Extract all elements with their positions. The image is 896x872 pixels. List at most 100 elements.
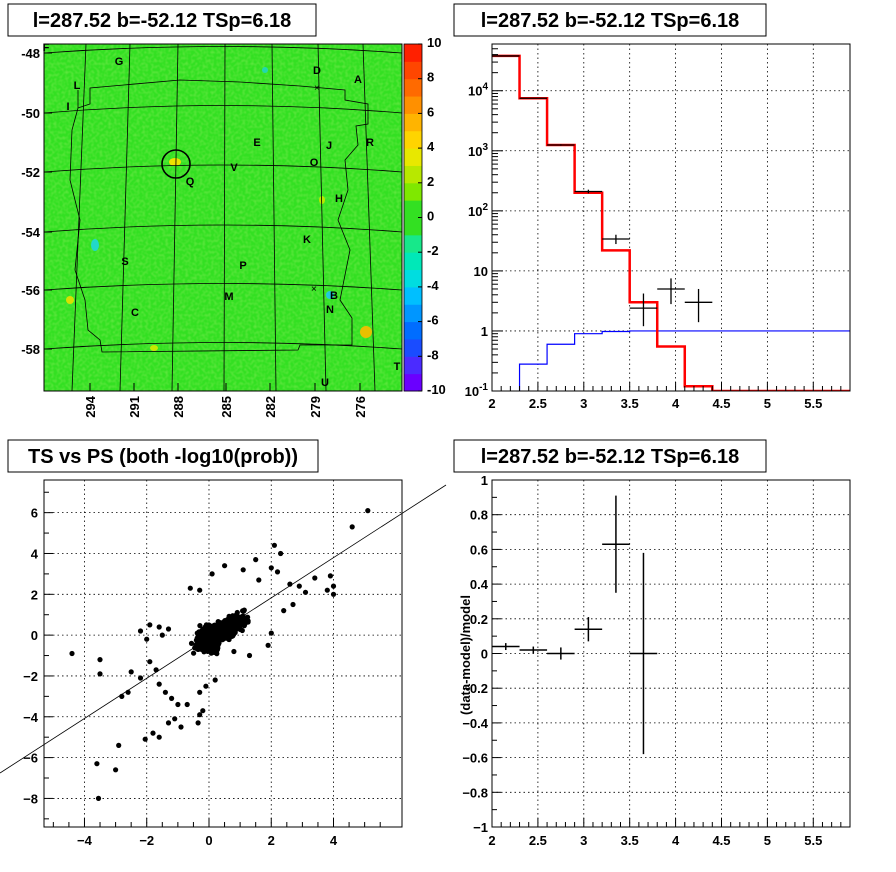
colorbar-tick-label: 8: [427, 70, 434, 85]
scatter-point: [203, 622, 209, 628]
tr-title-box: l=287.52 b=-52.12 TSp=6.18: [453, 3, 767, 37]
source-label-v: V: [230, 162, 238, 174]
spectrum-data-points: [492, 55, 713, 327]
scatter-point: [197, 712, 203, 718]
scatter-point: [268, 565, 274, 571]
residual-panel: 2 2.5 3 3.5 4 4.5 5 5.5 −1 −0.8 −0.6 −0.4 −0.2 0 0.2 0.…: [458, 473, 851, 848]
skymap-x-tick-label: 279: [308, 396, 323, 418]
spectrum-y-tick-label: 1: [481, 324, 488, 339]
model-blue-line: [518, 330, 850, 391]
residual-grid: [492, 480, 850, 827]
scatter-point: [324, 587, 330, 593]
residual-points: [492, 495, 658, 755]
scatter-point: [184, 701, 190, 708]
source-label-c: C: [131, 307, 139, 319]
colorbar: 10 8 6 4 2 0 -2 -4 -6 -8 -10: [403, 35, 446, 397]
spectrum-x-tick-label: 5.5: [804, 396, 822, 411]
scatter-point: [271, 542, 277, 548]
scatter-x-tick-label: −2: [139, 833, 154, 848]
hotspot: [319, 196, 325, 204]
source-label-j: J: [326, 140, 332, 152]
skymap-y-tick-label: -48: [21, 46, 40, 61]
colorbar-swatch: [404, 286, 422, 305]
br-title: l=287.52 b=-52.12 TSp=6.18: [481, 446, 740, 468]
colorbar-swatch: [404, 269, 422, 288]
skymap-x-tick-label: 282: [263, 396, 278, 418]
scatter-y-tick-label: 0: [31, 628, 38, 643]
scatter-point: [162, 689, 168, 695]
colorbar-tick-label: -2: [427, 243, 439, 258]
scatter-point: [178, 724, 184, 730]
source-labels: G D A LI E J R V O Q H K S P B M N C T U F: [43, 42, 401, 389]
scatter-point: [234, 614, 240, 620]
scatter-y-tick-label: 4: [31, 546, 39, 561]
scatter-point: [169, 695, 175, 702]
scatter-point: [153, 667, 159, 673]
scatter-point: [212, 622, 218, 629]
scatter-point: [241, 607, 247, 613]
colorbar-tick-label: -6: [427, 313, 439, 328]
scatter-point: [69, 650, 75, 657]
scatter-x-tick-label: −4: [77, 833, 93, 848]
scatter-point: [201, 638, 208, 644]
residual-y-tick-label: −0.8: [462, 785, 488, 800]
coldspot: [326, 291, 334, 299]
scatter-point: [201, 649, 207, 655]
scatter-point: [197, 587, 203, 593]
scatter-grid: [44, 480, 402, 827]
scatter-point: [212, 677, 218, 683]
scatter-point: [197, 623, 203, 629]
scatter-point: [327, 573, 333, 579]
scatter-point: [312, 575, 318, 581]
source-label-l: L: [74, 80, 81, 92]
colorbar-tick-label: 6: [427, 104, 434, 119]
scatter-point: [128, 669, 134, 675]
colorbar-tick-label: 4: [427, 139, 435, 154]
scatter-y-tick-label: −6: [23, 751, 38, 766]
scatter-point: [147, 659, 153, 665]
residual-x-tick-label: 3.5: [621, 833, 639, 848]
spectrum-x-tick-label: 5: [764, 396, 771, 411]
scatter-point: [144, 636, 150, 642]
residual-axes: 2 2.5 3 3.5 4 4.5 5 5.5 −1 −0.8 −0.6 −0.4 −0.2 0 0.2 0.…: [462, 473, 851, 848]
scatter-point: [268, 630, 274, 636]
skymap-x-axis: 294 291 288 285 282 279 276: [83, 383, 368, 418]
scatter-point: [200, 708, 206, 714]
hotspot: [150, 345, 158, 351]
colorbar-swatch: [404, 234, 422, 253]
colorbar-swatch: [404, 200, 422, 218]
tr-title: l=287.52 b=-52.12 TSp=6.18: [481, 10, 740, 32]
spectrum-x-tick-label: 3.5: [621, 396, 639, 411]
colorbar-swatch: [404, 373, 422, 392]
scatter-point: [236, 621, 243, 627]
scatter-point: [302, 589, 309, 595]
scatter-point: [137, 628, 144, 634]
scatter-point: [191, 650, 197, 656]
scatter-point: [365, 508, 371, 514]
scatter-point: [278, 550, 284, 557]
residual-y-tick-label: 0.4: [470, 577, 489, 592]
hotspot: [66, 296, 74, 304]
scatter-point: [97, 657, 103, 663]
tl-title: l=287.52 b=-52.12 TSp=6.18: [33, 10, 292, 32]
source-label-e: E: [253, 137, 260, 149]
spectrum-grid: [492, 44, 850, 391]
scatter-point: [287, 581, 293, 587]
skymap-y-tick-label: -52: [21, 165, 40, 180]
colorbar-swatch: [404, 78, 422, 97]
scatter-point: [197, 689, 203, 695]
scatter-y-tick-label: −8: [23, 791, 38, 806]
coldspot: [91, 239, 99, 251]
spectrum-panel: 2 2.5 3 3.5 4 4.5 5 5.5 10-1 1 10 102 103 104: [465, 43, 851, 411]
spectrum-y-tick-label: 103: [468, 142, 488, 159]
residual-y-tick-label: −1: [473, 820, 488, 835]
cross-marker: ×: [314, 83, 320, 94]
scatter-y-tick-label: −2: [23, 669, 38, 684]
colorbar-swatch: [404, 182, 422, 201]
skymap-y-tick-label: -58: [21, 342, 40, 357]
tl-title-box: l=287.52 b=-52.12 TSp=6.18: [7, 3, 317, 37]
scatter-point: [281, 608, 287, 614]
bl-title: TS vs PS (both -log10(prob)): [28, 446, 298, 468]
